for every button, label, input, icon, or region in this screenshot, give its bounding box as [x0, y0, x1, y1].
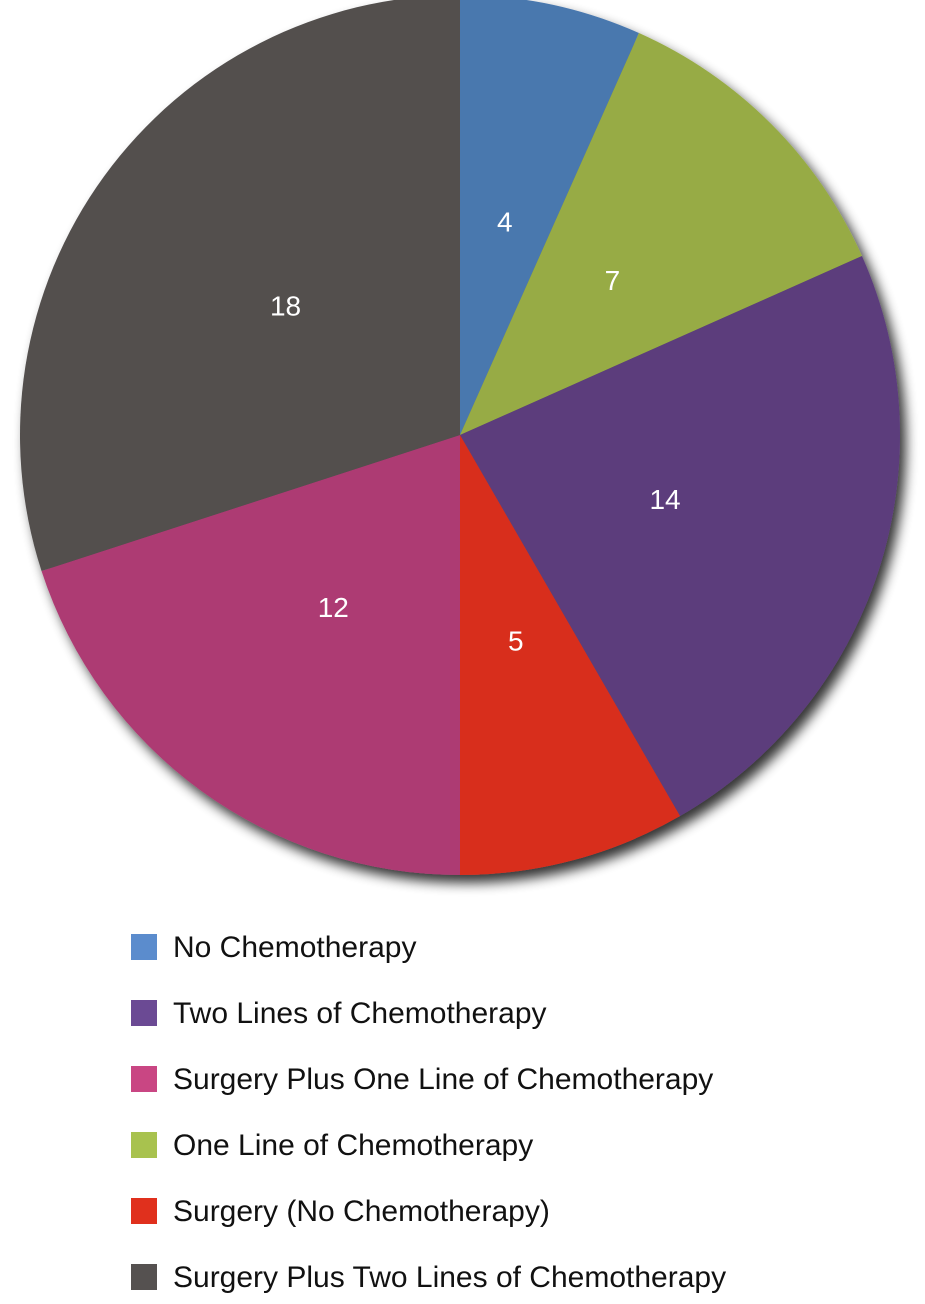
slice-label: 14 [649, 484, 680, 515]
slice-label: 4 [497, 207, 513, 238]
slice-label: 18 [270, 291, 301, 322]
legend-swatch [131, 934, 157, 960]
legend-label: Surgery (No Chemotherapy) [173, 1195, 550, 1228]
pie-slice [20, 0, 460, 571]
pie-slice [41, 435, 461, 875]
pie-slice [460, 435, 680, 875]
legend-swatch [131, 1198, 157, 1224]
legend-label: One Line of Chemotherapy [173, 1129, 533, 1162]
slice-label: 5 [508, 626, 524, 657]
legend-swatch [131, 1264, 157, 1290]
slice-label: 7 [605, 265, 621, 296]
pie [20, 0, 901, 875]
pie-slice [460, 256, 901, 817]
pie-slice [460, 33, 862, 435]
legend-label: Two Lines of Chemotherapy [173, 997, 547, 1030]
legend-swatch [131, 1000, 157, 1026]
legend-label: Surgery Plus One Line of Chemotherapy [173, 1063, 713, 1096]
pie-slice [460, 0, 639, 435]
slice-label: 12 [318, 592, 349, 623]
legend-label: No Chemotherapy [173, 931, 416, 964]
legend-label: Surgery Plus Two Lines of Chemotherapy [173, 1261, 726, 1294]
legend-swatch [131, 1066, 157, 1092]
legend-swatch [131, 1132, 157, 1158]
